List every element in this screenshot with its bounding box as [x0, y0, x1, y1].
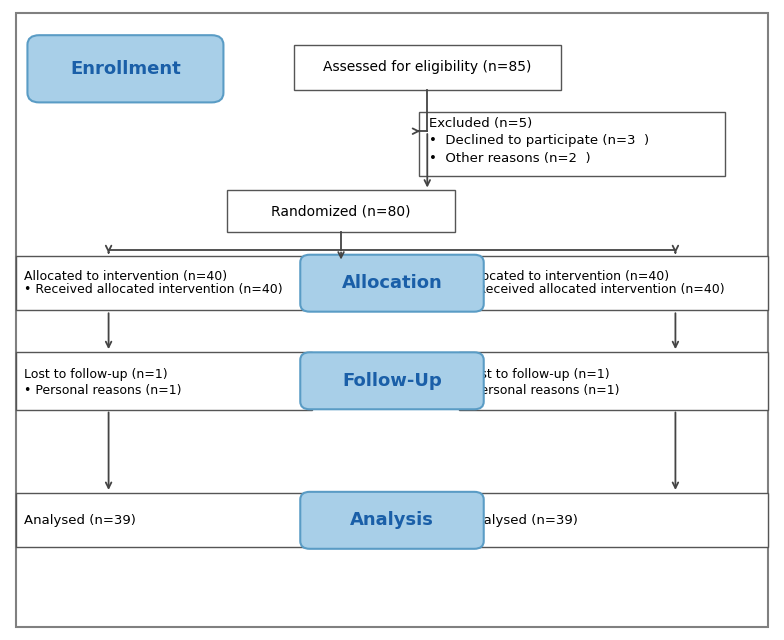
FancyBboxPatch shape — [300, 352, 484, 410]
Text: Analysed (n=39): Analysed (n=39) — [24, 514, 136, 527]
Text: Analysis: Analysis — [350, 511, 434, 529]
Text: Follow-Up: Follow-Up — [342, 372, 442, 390]
Text: Allocated to intervention (n=40): Allocated to intervention (n=40) — [466, 270, 670, 283]
Text: Excluded (n=5): Excluded (n=5) — [429, 117, 532, 130]
Text: Assessed for eligibility (n=85): Assessed for eligibility (n=85) — [323, 60, 532, 74]
FancyBboxPatch shape — [300, 255, 484, 312]
FancyBboxPatch shape — [419, 112, 725, 176]
FancyBboxPatch shape — [300, 492, 484, 549]
FancyBboxPatch shape — [459, 493, 768, 547]
FancyBboxPatch shape — [459, 352, 768, 410]
FancyBboxPatch shape — [27, 35, 223, 102]
FancyBboxPatch shape — [16, 493, 312, 547]
Text: Lost to follow-up (n=1): Lost to follow-up (n=1) — [466, 368, 610, 381]
Text: Allocation: Allocation — [342, 274, 442, 292]
Text: • Personal reasons (n=1): • Personal reasons (n=1) — [24, 384, 181, 397]
Text: •  Other reasons (n=2  ): • Other reasons (n=2 ) — [429, 152, 590, 164]
Text: • Received allocated intervention (n=40): • Received allocated intervention (n=40) — [466, 284, 725, 296]
FancyBboxPatch shape — [459, 256, 768, 310]
Text: Analysed (n=39): Analysed (n=39) — [466, 514, 579, 527]
Text: Lost to follow-up (n=1): Lost to follow-up (n=1) — [24, 368, 167, 381]
FancyBboxPatch shape — [16, 13, 768, 627]
Text: Enrollment: Enrollment — [70, 60, 181, 78]
FancyBboxPatch shape — [16, 256, 325, 310]
Text: Randomized (n=80): Randomized (n=80) — [271, 204, 411, 218]
Text: •Personal reasons (n=1): •Personal reasons (n=1) — [466, 384, 620, 397]
Text: •  Declined to participate (n=3  ): • Declined to participate (n=3 ) — [429, 134, 649, 147]
FancyBboxPatch shape — [16, 352, 312, 410]
Text: Allocated to intervention (n=40): Allocated to intervention (n=40) — [24, 270, 227, 283]
FancyBboxPatch shape — [294, 45, 561, 90]
Text: • Received allocated intervention (n=40): • Received allocated intervention (n=40) — [24, 284, 282, 296]
FancyBboxPatch shape — [227, 190, 455, 232]
